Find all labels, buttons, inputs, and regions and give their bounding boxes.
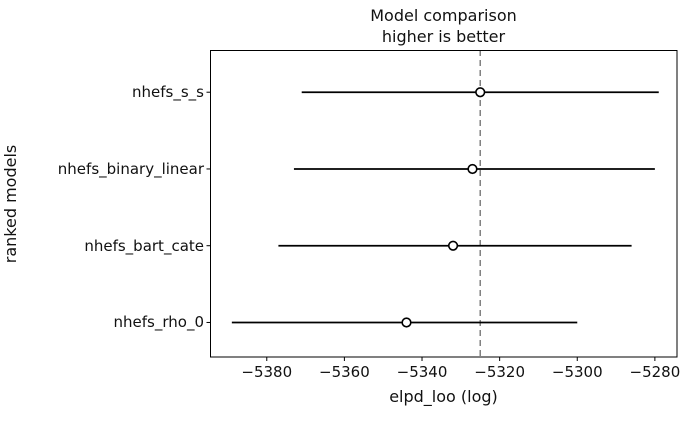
x-tick-label: −5360: [319, 363, 370, 381]
elpd-marker: [447, 240, 459, 251]
y-axis-label: ranked models: [1, 144, 20, 264]
plot-border: [210, 50, 678, 358]
y-tick-model-label: nhefs_binary_linear: [57, 159, 204, 178]
chart-title-line-2: higher is better: [381, 27, 506, 46]
x-tick-label: −5340: [396, 363, 448, 381]
x-tick-label: −5380: [241, 363, 293, 381]
y-tick-model-label: nhefs_bart_cate: [84, 236, 204, 255]
elpd-marker: [401, 317, 412, 328]
x-tick-label: −5320: [474, 363, 525, 381]
x-axis-label: elpd_loo (log): [389, 387, 498, 406]
chart-title: Model comparison higher is better: [210, 5, 677, 47]
x-tick-label: −5300: [551, 363, 603, 381]
y-tick-model-label: nhefs_s_s: [132, 83, 204, 102]
x-tick-label: −5280: [629, 363, 681, 381]
elpd-marker: [475, 87, 486, 98]
chart-title-line-1: Model comparison: [370, 6, 517, 25]
y-tick-model-label: nhefs_rho_0: [113, 313, 204, 332]
elpd-marker: [467, 163, 478, 175]
